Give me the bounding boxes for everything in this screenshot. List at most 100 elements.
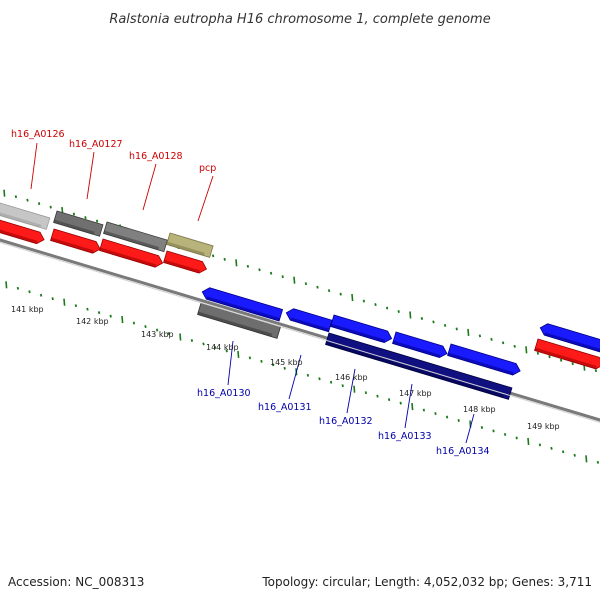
minor-tick	[258, 268, 261, 272]
minor-tick	[51, 297, 54, 301]
gene-feature	[201, 287, 284, 322]
gene-feature	[163, 250, 208, 274]
minor-tick	[97, 311, 101, 315]
major-tick	[5, 281, 8, 289]
minor-tick	[39, 293, 43, 297]
gene-feature	[53, 210, 104, 237]
gene-shadow	[53, 219, 95, 235]
gene-feature	[539, 323, 600, 355]
leader-line	[86, 151, 95, 200]
minor-tick	[327, 289, 331, 293]
minor-tick	[246, 264, 250, 268]
major-tick	[353, 385, 356, 393]
gene-label: h16_A0130	[197, 388, 251, 399]
gene-shape	[539, 323, 600, 355]
gene-label: pcp	[199, 163, 216, 174]
minor-tick	[478, 334, 482, 338]
gene-shadow	[0, 211, 42, 228]
minor-tick	[387, 398, 391, 402]
gene-shape	[103, 221, 168, 253]
major-tick	[121, 316, 124, 324]
kbp-tick-labels: 141 kbp 142 kbp 143 kbp 144 kbp 145 kbp …	[11, 305, 560, 431]
minor-tick	[492, 429, 495, 433]
minor-tick	[515, 436, 518, 440]
minor-tick	[362, 299, 366, 303]
accession-text: Accession: NC_008313	[8, 575, 144, 589]
minor-tick	[49, 205, 52, 209]
minor-tick	[420, 317, 424, 320]
gene-shadow	[392, 340, 441, 358]
minor-tick	[339, 292, 342, 296]
minor-tick	[573, 453, 576, 457]
minor-tick	[457, 419, 460, 422]
minor-tick	[434, 412, 437, 416]
leader-line	[288, 354, 302, 400]
minor-tick	[490, 337, 493, 341]
minor-tick	[144, 325, 147, 329]
gene-shadow	[50, 237, 94, 254]
gene-shape	[0, 202, 51, 230]
tick-label: 148 kbp	[463, 405, 496, 414]
tick-label: 147 kbp	[399, 389, 432, 398]
gene-shadow	[163, 259, 200, 274]
reverse-gene-labels: h16_A0130 h16_A0131 h16_A0132 h16_A0133 …	[197, 388, 490, 457]
minor-tick	[385, 306, 389, 310]
forward-gene-labels: h16_A0126 h16_A0127 h16_A0128 pcp	[11, 129, 216, 174]
minor-tick	[223, 257, 226, 261]
minor-tick	[480, 426, 484, 429]
major-tick	[467, 328, 470, 336]
minor-tick	[213, 345, 217, 349]
major-tick	[411, 403, 414, 411]
minor-tick	[304, 282, 308, 286]
tick-label: 142 kbp	[76, 317, 109, 326]
minor-tick	[397, 310, 400, 313]
minor-tick	[596, 460, 600, 464]
minor-tick	[306, 373, 310, 377]
gene-shadow	[0, 227, 38, 244]
leader-line	[197, 175, 214, 222]
gene-label: h16_A0132	[319, 416, 373, 427]
minor-tick	[455, 327, 458, 331]
minor-tick	[559, 358, 563, 362]
inner-tick-ring	[5, 281, 600, 464]
gene-label: h16_A0126	[11, 129, 65, 140]
gene-shadow	[544, 332, 600, 354]
gene-label: h16_A0133	[378, 431, 432, 442]
leader-line	[30, 142, 38, 190]
gene-feature	[0, 218, 45, 245]
leader-line	[142, 163, 157, 211]
gene-shadow	[290, 317, 330, 332]
minor-tick	[248, 356, 252, 360]
minor-tick	[550, 446, 553, 450]
minor-tick	[571, 362, 574, 366]
gene-features	[0, 202, 600, 400]
gene-shape	[53, 210, 104, 237]
minor-tick	[281, 275, 284, 279]
minor-tick	[14, 195, 18, 199]
minor-tick	[109, 314, 112, 318]
minor-tick	[86, 307, 89, 311]
minor-tick	[443, 323, 447, 327]
minor-tick	[503, 432, 507, 436]
minor-tick	[548, 355, 551, 359]
label-leader-lines	[30, 142, 475, 444]
gene-shadow	[330, 323, 386, 343]
minor-tick	[501, 341, 505, 345]
gene-shadow	[99, 247, 156, 268]
minor-tick	[190, 339, 194, 342]
minor-tick	[594, 369, 598, 373]
minor-tick	[341, 384, 344, 388]
gene-label: h16_A0131	[258, 402, 312, 413]
gene-label: h16_A0134	[436, 446, 490, 457]
tick-label: 143 kbp	[141, 330, 174, 339]
leader-line	[404, 383, 413, 429]
gene-feature	[103, 221, 168, 253]
minor-tick	[283, 366, 286, 370]
major-tick	[409, 311, 412, 319]
gene-feature	[0, 202, 51, 230]
minor-tick	[95, 219, 99, 223]
minor-tick	[364, 391, 368, 395]
minor-tick	[28, 290, 31, 294]
gene-feature	[392, 331, 448, 359]
